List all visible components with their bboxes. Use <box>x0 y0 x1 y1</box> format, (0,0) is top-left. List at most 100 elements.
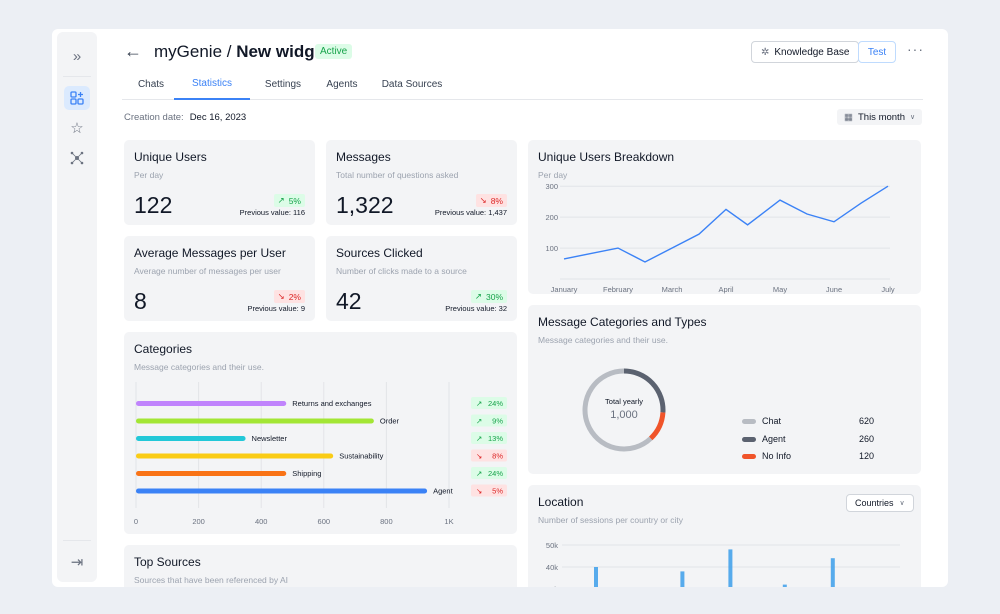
category-label: Shipping <box>292 469 321 478</box>
period-select[interactable]: ▦ This month ∨ <box>837 109 923 125</box>
legend-label: No Info <box>762 451 792 461</box>
dashboard-icon[interactable] <box>64 86 90 110</box>
tab-chats[interactable]: Chats <box>137 79 165 90</box>
location-bar <box>728 549 733 587</box>
change-value: 13% <box>488 434 503 443</box>
kpi-card-unique-users: Unique Users Per day 122 ↗ 5% Previous va… <box>124 140 315 225</box>
card-subtitle: Message categories and their use. <box>538 335 668 345</box>
network-icon[interactable] <box>64 146 90 170</box>
trend-down-icon: ↘ <box>476 452 482 461</box>
legend-swatch <box>742 418 756 424</box>
tab-statistics[interactable]: Statistics <box>174 69 250 100</box>
card-subtitle: Number of sessions per country or city <box>538 515 684 525</box>
widget-name: New widget <box>236 42 330 61</box>
category-bar <box>136 401 287 406</box>
location-bar <box>594 567 598 587</box>
y-tick-label: 100 <box>545 244 558 253</box>
status-badge: Active <box>315 44 353 59</box>
calendar-icon: ▦ <box>844 111 853 123</box>
kpi-value: 42 <box>336 288 362 314</box>
tab-settings[interactable]: Settings <box>264 79 302 90</box>
legend-label: Chat <box>762 416 782 426</box>
legend-swatch <box>742 453 756 459</box>
change-value: 9% <box>492 417 503 426</box>
x-tick-label: 200 <box>192 517 205 526</box>
kpi-previous: Previous value: 32 <box>445 304 507 313</box>
donut-slice <box>648 412 666 441</box>
kpi-change: 2% <box>288 291 301 302</box>
breakdown-line-chart: 100 200 300 January February March April May Jun… <box>545 182 894 294</box>
category-label: Sustainability <box>339 452 383 461</box>
star-icon[interactable]: ☆ <box>70 120 84 137</box>
logout-icon[interactable]: ⇥ <box>70 554 84 571</box>
card-subtitle: Sources that have been referenced by AI <box>134 575 289 585</box>
card-title: Categories <box>134 342 193 356</box>
trend-down-icon: ↘ <box>476 487 482 496</box>
card-title: Top Sources <box>134 555 201 569</box>
location-bar <box>680 571 685 587</box>
sidebar-divider <box>63 76 91 77</box>
countries-label: Countries <box>855 498 894 508</box>
knowledge-base-button[interactable]: ✲ Knowledge Base <box>751 41 860 63</box>
y-tick-label: 40k <box>546 563 558 572</box>
kpi-change-badge: ↗ 30% <box>470 290 507 303</box>
kpi-previous: Previous value: 1,437 <box>434 208 507 217</box>
knowledge-base-label: Knowledge Base <box>774 46 850 58</box>
category-bar <box>136 436 246 441</box>
y-tick-label: 300 <box>545 182 558 191</box>
series-line <box>563 185 889 263</box>
change-badge <box>471 467 507 479</box>
chevron-down-icon: ∨ <box>909 114 916 121</box>
kpi-title: Messages <box>336 150 391 164</box>
kpi-change-badge: ↗ 5% <box>273 194 305 207</box>
test-button[interactable]: Test <box>858 41 896 63</box>
legend-item-chat: Chat <box>742 416 781 426</box>
legend-label: Agent <box>762 434 786 444</box>
countries-select[interactable]: Countries ∨ <box>846 494 914 512</box>
x-tick-label: January <box>551 285 578 294</box>
change-value: 24% <box>488 469 503 478</box>
kpi-card-sources-clicked: Sources Clicked Number of clicks made to… <box>326 236 517 321</box>
expand-icon[interactable]: » <box>72 47 82 65</box>
top-sources-card: Top Sources Sources that have been refer… <box>124 545 517 587</box>
change-value: 5% <box>492 487 503 496</box>
back-arrow-icon[interactable]: ← <box>124 41 142 61</box>
kpi-subtitle: Number of clicks made to a source <box>336 266 467 276</box>
y-tick-label: 200 <box>545 213 558 222</box>
location-card: Location Number of sessions per country … <box>528 485 921 587</box>
change-badge <box>471 484 507 497</box>
x-tick-label: 0 <box>134 517 138 526</box>
kpi-title: Average Messages per User <box>134 246 286 260</box>
card-title: Unique Users Breakdown <box>538 150 675 164</box>
trend-up-icon: ↗ <box>476 434 482 443</box>
creation-date: Creation date: Dec 16, 2023 <box>124 112 246 123</box>
kpi-previous: Previous value: 9 <box>247 304 305 313</box>
tab-data-sources[interactable]: Data Sources <box>381 79 443 90</box>
category-label: Returns and exchanges <box>292 399 371 408</box>
legend-value: 260 <box>859 434 875 444</box>
kpi-change-badge: ↘ 2% <box>273 290 305 303</box>
x-tick-label: June <box>826 285 842 294</box>
category-bar <box>136 418 374 424</box>
card-subtitle: Per day <box>538 170 568 180</box>
legend-item-agent: Agent <box>742 434 786 444</box>
kpi-subtitle: Average number of messages per user <box>134 266 281 276</box>
change-badge <box>471 449 507 462</box>
creation-date-value: Dec 16, 2023 <box>189 112 247 123</box>
knowledge-base-icon: ✲ <box>761 46 770 58</box>
card-title: Location <box>538 495 584 509</box>
legend-swatch <box>742 436 756 442</box>
trend-up-icon: ↗ <box>277 195 285 205</box>
app-name: myGenie <box>154 42 223 61</box>
x-tick-label: February <box>603 285 633 294</box>
donut-center-value: 1,000 <box>610 409 638 421</box>
kpi-value: 122 <box>134 192 173 218</box>
more-icon[interactable]: ··· <box>907 41 924 57</box>
kpi-change-badge: ↘ 8% <box>475 194 507 207</box>
tab-bar: Chats Statistics Settings Agents Data So… <box>122 69 923 100</box>
trend-up-icon: ↗ <box>476 417 482 426</box>
change-badge <box>471 397 507 409</box>
kpi-change: 5% <box>288 195 301 206</box>
kpi-card-avg-messages: Average Messages per User Average number… <box>124 236 315 321</box>
tab-agents[interactable]: Agents <box>326 79 358 90</box>
